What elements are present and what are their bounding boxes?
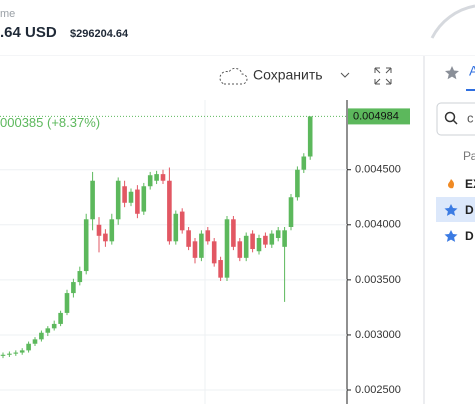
candle-body bbox=[109, 219, 115, 242]
candle-body bbox=[263, 235, 268, 245]
y-tick-label: 0.003000 bbox=[355, 329, 401, 341]
change-label: 000385 (+8.37%) bbox=[0, 115, 100, 130]
candle-body bbox=[160, 174, 166, 181]
candle-body bbox=[51, 323, 57, 329]
candle-body bbox=[147, 175, 153, 187]
tab-label[interactable]: A bbox=[469, 63, 475, 79]
candle-body bbox=[250, 233, 255, 250]
candle-body bbox=[96, 224, 102, 236]
candle-body bbox=[256, 238, 262, 252]
star-tab[interactable] bbox=[445, 66, 459, 80]
candle-body bbox=[173, 213, 179, 242]
last-price-box bbox=[348, 108, 410, 125]
y-tick-label: 0.004000 bbox=[355, 219, 401, 231]
candle-body bbox=[237, 241, 243, 258]
candle-body bbox=[141, 186, 147, 212]
candle-body bbox=[205, 230, 211, 242]
candle-body bbox=[122, 186, 127, 203]
section-label: Ра bbox=[463, 149, 475, 163]
candle-body bbox=[77, 271, 83, 283]
search-box[interactable]: c bbox=[436, 102, 475, 136]
fullscreen-icon[interactable] bbox=[374, 67, 392, 85]
candle-body bbox=[64, 293, 70, 313]
candle-body bbox=[115, 180, 121, 220]
candle-body bbox=[135, 189, 140, 214]
candle-body bbox=[90, 180, 95, 220]
header-price: .64 USD bbox=[0, 24, 57, 41]
save-button[interactable]: Сохранить bbox=[219, 67, 350, 85]
candle-body bbox=[179, 211, 185, 231]
candle-body bbox=[199, 233, 204, 258]
gauge-arc bbox=[430, 4, 475, 39]
candle-body bbox=[45, 328, 51, 333]
plot: 0.004500 0.004000 0.003500 0.003000 0.002500… bbox=[0, 108, 410, 396]
header-volume: $296204.64 bbox=[70, 28, 129, 40]
chevron bbox=[340, 72, 350, 78]
candle-body bbox=[224, 219, 230, 278]
candle-body bbox=[211, 241, 217, 264]
save-label: Сохранить bbox=[253, 67, 323, 83]
candle-body bbox=[7, 353, 12, 355]
candle-body bbox=[13, 352, 19, 354]
candle-body bbox=[288, 197, 294, 227]
cloud-icon bbox=[219, 67, 248, 85]
search-field bbox=[436, 102, 475, 136]
candle-body bbox=[32, 339, 38, 344]
row-label[interactable]: D bbox=[465, 229, 474, 243]
candle-body bbox=[295, 169, 300, 198]
candle-body bbox=[103, 233, 108, 242]
candle-body bbox=[167, 180, 172, 242]
fire-icon bbox=[448, 179, 455, 189]
candle-body bbox=[26, 343, 31, 351]
header bbox=[0, 0, 475, 55]
candle-body bbox=[39, 332, 44, 340]
candle-body bbox=[128, 191, 134, 203]
search-icon bbox=[444, 111, 456, 123]
search-text: c bbox=[467, 110, 474, 125]
row-label[interactable]: EX bbox=[465, 177, 475, 191]
candle-body bbox=[19, 350, 25, 353]
candle-body bbox=[231, 219, 236, 247]
candle-body bbox=[307, 116, 313, 157]
row-label[interactable]: D bbox=[465, 203, 474, 217]
candle-body bbox=[275, 230, 281, 239]
candle-body bbox=[192, 241, 198, 258]
y-tick-label: 0.002500 bbox=[355, 384, 401, 396]
candle-body bbox=[154, 174, 159, 181]
candle-body bbox=[83, 219, 89, 272]
y-tick-label: 0.003500 bbox=[355, 274, 401, 286]
last-price-label: 0.004984 bbox=[353, 110, 399, 122]
candle-body bbox=[301, 156, 307, 170]
search-icon-handle bbox=[452, 119, 458, 125]
candle-body bbox=[58, 312, 63, 324]
candle-body bbox=[243, 235, 249, 258]
y-tick-label: 0.004500 bbox=[355, 164, 401, 176]
candle-body bbox=[0, 354, 6, 356]
candle-body bbox=[269, 233, 275, 245]
candle-body bbox=[218, 260, 223, 278]
candle-body bbox=[282, 230, 287, 247]
star-icon bbox=[444, 204, 458, 216]
candle-body bbox=[186, 230, 191, 247]
candle-body bbox=[71, 282, 76, 294]
header-label: me bbox=[0, 8, 15, 20]
star-icon bbox=[444, 230, 458, 242]
